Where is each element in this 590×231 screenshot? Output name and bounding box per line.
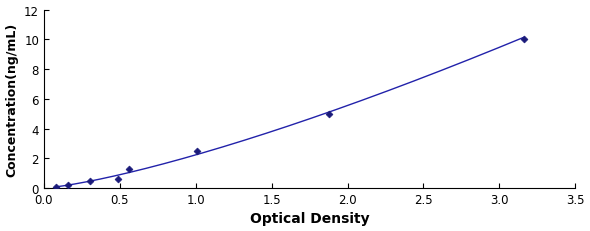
Y-axis label: Concentration(ng/mL): Concentration(ng/mL) bbox=[5, 23, 18, 176]
X-axis label: Optical Density: Optical Density bbox=[250, 212, 369, 225]
